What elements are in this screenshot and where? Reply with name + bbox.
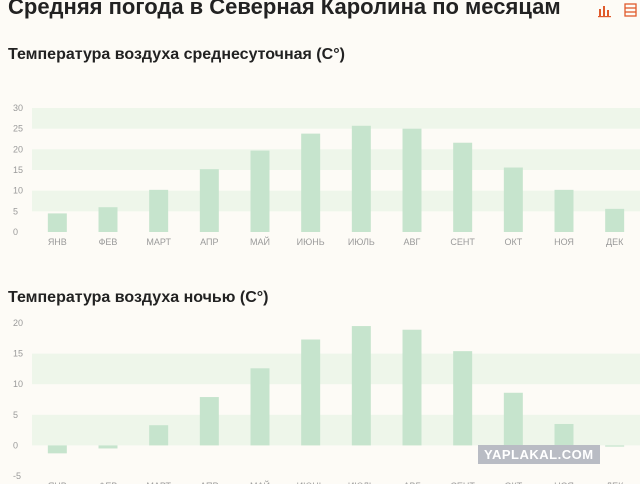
bar-ИЮЛЬ[interactable] (351, 326, 371, 446)
y-tick-label: 5 (13, 410, 18, 420)
category-label: ОКТ (504, 237, 522, 247)
category-label: СЕНТ (450, 237, 475, 247)
category-label: МАЙ (250, 236, 270, 247)
bar-МАРТ[interactable] (149, 425, 169, 446)
bar-ФЕВ[interactable] (98, 207, 118, 232)
category-label: МАРТ (146, 237, 171, 247)
y-tick-label: 30 (13, 103, 23, 113)
chart-daily-temperature: 0 5 10 15 20 25 30 ЯНВ ФЕВ МАРТ АПР МАЙ ИЮНЬ ИЮЛЬ АВГ С… (13, 103, 640, 247)
bar-МАЙ[interactable] (250, 368, 270, 446)
y-tick-label: 10 (13, 379, 23, 389)
bar-ДЕК[interactable] (605, 208, 625, 232)
y-tick-label: 0 (13, 440, 18, 450)
bar-chart-icon[interactable] (598, 4, 612, 18)
bar-ОКТ[interactable] (503, 167, 523, 232)
chart-title-night: Температура воздуха ночью (C°) (8, 289, 269, 306)
bar-АПР[interactable] (199, 169, 219, 232)
category-label: ЯНВ (48, 481, 67, 484)
category-label: АПР (200, 481, 218, 484)
category-label: МАЙ (250, 480, 270, 484)
bar-АВГ[interactable] (402, 128, 422, 232)
bar-ИЮНЬ[interactable] (301, 133, 321, 232)
y-tick-label: 15 (13, 349, 23, 359)
bar-ДЕК[interactable] (605, 445, 625, 447)
y-tick-label: 25 (13, 124, 23, 134)
category-label: ИЮЛЬ (348, 481, 375, 484)
y-tick-label: 10 (13, 186, 23, 196)
chart-night-temperature: -5 0 5 10 15 20 ЯНВ ФЕВ МАРТ АПР МАЙ ИЮНЬ ИЮЛЬ АВГ СЕН… (13, 318, 640, 484)
grid-band (32, 190, 640, 212)
menu-icon[interactable] (624, 3, 638, 17)
category-label: АВГ (404, 481, 421, 484)
bar-ИЮЛЬ[interactable] (351, 125, 371, 232)
watermark: YAPLAKAL.COM (478, 445, 600, 464)
category-label: ДЕК (606, 237, 624, 247)
category-label: ЯНВ (48, 237, 67, 247)
category-label: СЕНТ (450, 481, 475, 484)
y-tick-label: 15 (13, 165, 23, 175)
category-label: АПР (200, 237, 218, 247)
category-label: НОЯ (554, 481, 574, 484)
bar-НОЯ[interactable] (554, 189, 574, 232)
category-label: МАРТ (146, 481, 171, 484)
category-label: ФЕВ (99, 237, 118, 247)
bar-АПР[interactable] (199, 397, 219, 446)
bar-МАРТ[interactable] (149, 189, 169, 232)
grid-band (32, 353, 640, 385)
grid-band (32, 108, 640, 129)
y-tick-label: 0 (13, 227, 18, 237)
grid-band (32, 149, 640, 170)
bar-НОЯ[interactable] (554, 423, 574, 446)
category-label: ФЕВ (99, 481, 118, 484)
y-tick-label: 20 (13, 144, 23, 154)
category-label: ОКТ (504, 481, 522, 484)
bar-ФЕВ[interactable] (98, 445, 118, 449)
bar-ЯНВ[interactable] (47, 445, 67, 454)
y-tick-label: -5 (13, 471, 21, 481)
category-label: ИЮЛЬ (348, 237, 375, 247)
y-tick-label: 5 (13, 206, 18, 216)
chart-title-daily: Температура воздуха среднесуточная (C°) (8, 46, 345, 63)
bar-ИЮНЬ[interactable] (301, 339, 321, 446)
bar-МАЙ[interactable] (250, 150, 270, 232)
category-label: НОЯ (554, 237, 574, 247)
bar-ЯНВ[interactable] (47, 213, 67, 232)
bar-АВГ[interactable] (402, 329, 422, 446)
bar-СЕНТ[interactable] (453, 142, 473, 232)
y-tick-label: 20 (13, 318, 23, 328)
bar-СЕНТ[interactable] (453, 351, 473, 446)
bar-ОКТ[interactable] (503, 392, 523, 446)
category-label: ДЕК (606, 481, 624, 484)
category-label: ИЮНЬ (297, 481, 325, 484)
grid-band (32, 414, 640, 446)
category-label: ИЮНЬ (297, 237, 325, 247)
category-label: АВГ (404, 237, 421, 247)
page-title: Средняя погода в Северная Каролина по ме… (8, 0, 561, 19)
